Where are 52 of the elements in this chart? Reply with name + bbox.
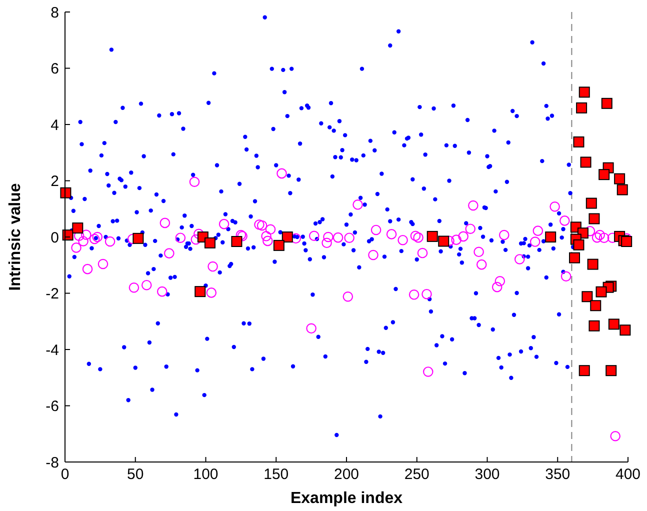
x-tick-label: 400: [615, 466, 641, 483]
y-tick-label: 2: [50, 173, 59, 190]
point: [586, 198, 597, 209]
point: [194, 286, 206, 298]
y-tick-label: -4: [46, 342, 59, 359]
point: [578, 365, 590, 376]
x-tick-label: 150: [264, 466, 289, 483]
point: [587, 258, 598, 270]
point: [438, 236, 450, 247]
point: [578, 86, 590, 98]
x-tick-label: 200: [334, 466, 360, 483]
point: [204, 237, 216, 248]
point: [616, 184, 628, 196]
point: [426, 230, 438, 242]
x-tick-label: 100: [193, 466, 218, 483]
y-axis-title: Intrinsic value: [7, 183, 24, 291]
x-tick-label: 300: [474, 466, 500, 483]
point: [588, 320, 600, 332]
point: [569, 252, 580, 264]
point: [614, 173, 626, 184]
y-tick-label: 4: [50, 116, 59, 134]
x-tick-label: 50: [127, 466, 144, 483]
point: [596, 286, 607, 298]
point: [590, 300, 602, 312]
point: [231, 236, 242, 247]
y-tick-label: -6: [46, 398, 59, 415]
point: [580, 156, 592, 168]
y-tick-label: 0: [50, 229, 59, 246]
y-tick-label: 6: [50, 60, 59, 78]
point: [273, 240, 284, 251]
point: [72, 222, 84, 234]
point: [545, 232, 556, 242]
point: [60, 187, 72, 198]
point: [621, 236, 632, 247]
point: [282, 232, 293, 242]
point: [132, 232, 144, 244]
point: [576, 102, 588, 114]
y-tick-label: -2: [46, 286, 59, 302]
point: [608, 318, 620, 330]
point: [620, 324, 631, 336]
x-tick-label: 350: [545, 466, 570, 483]
point: [598, 169, 610, 180]
point: [606, 365, 617, 376]
x-axis-title: Example index: [290, 490, 403, 507]
point: [601, 98, 612, 109]
x-tick-label: 250: [404, 466, 430, 483]
y-tick-label: 8: [50, 4, 59, 22]
point: [573, 136, 584, 148]
y-tick-label: -8: [46, 454, 59, 472]
point: [573, 239, 584, 250]
point: [582, 291, 593, 302]
point: [588, 213, 600, 224]
